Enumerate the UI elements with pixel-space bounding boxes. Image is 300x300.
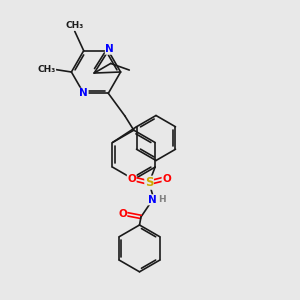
Text: N: N [148,195,157,205]
Text: O: O [162,174,171,184]
Text: CH₃: CH₃ [66,21,84,30]
Text: N: N [105,44,114,54]
Text: O: O [127,174,136,184]
Text: S: S [145,176,153,189]
Text: N: N [79,88,88,98]
Text: CH₃: CH₃ [38,64,56,74]
Text: O: O [118,209,127,219]
Text: H: H [158,195,166,204]
